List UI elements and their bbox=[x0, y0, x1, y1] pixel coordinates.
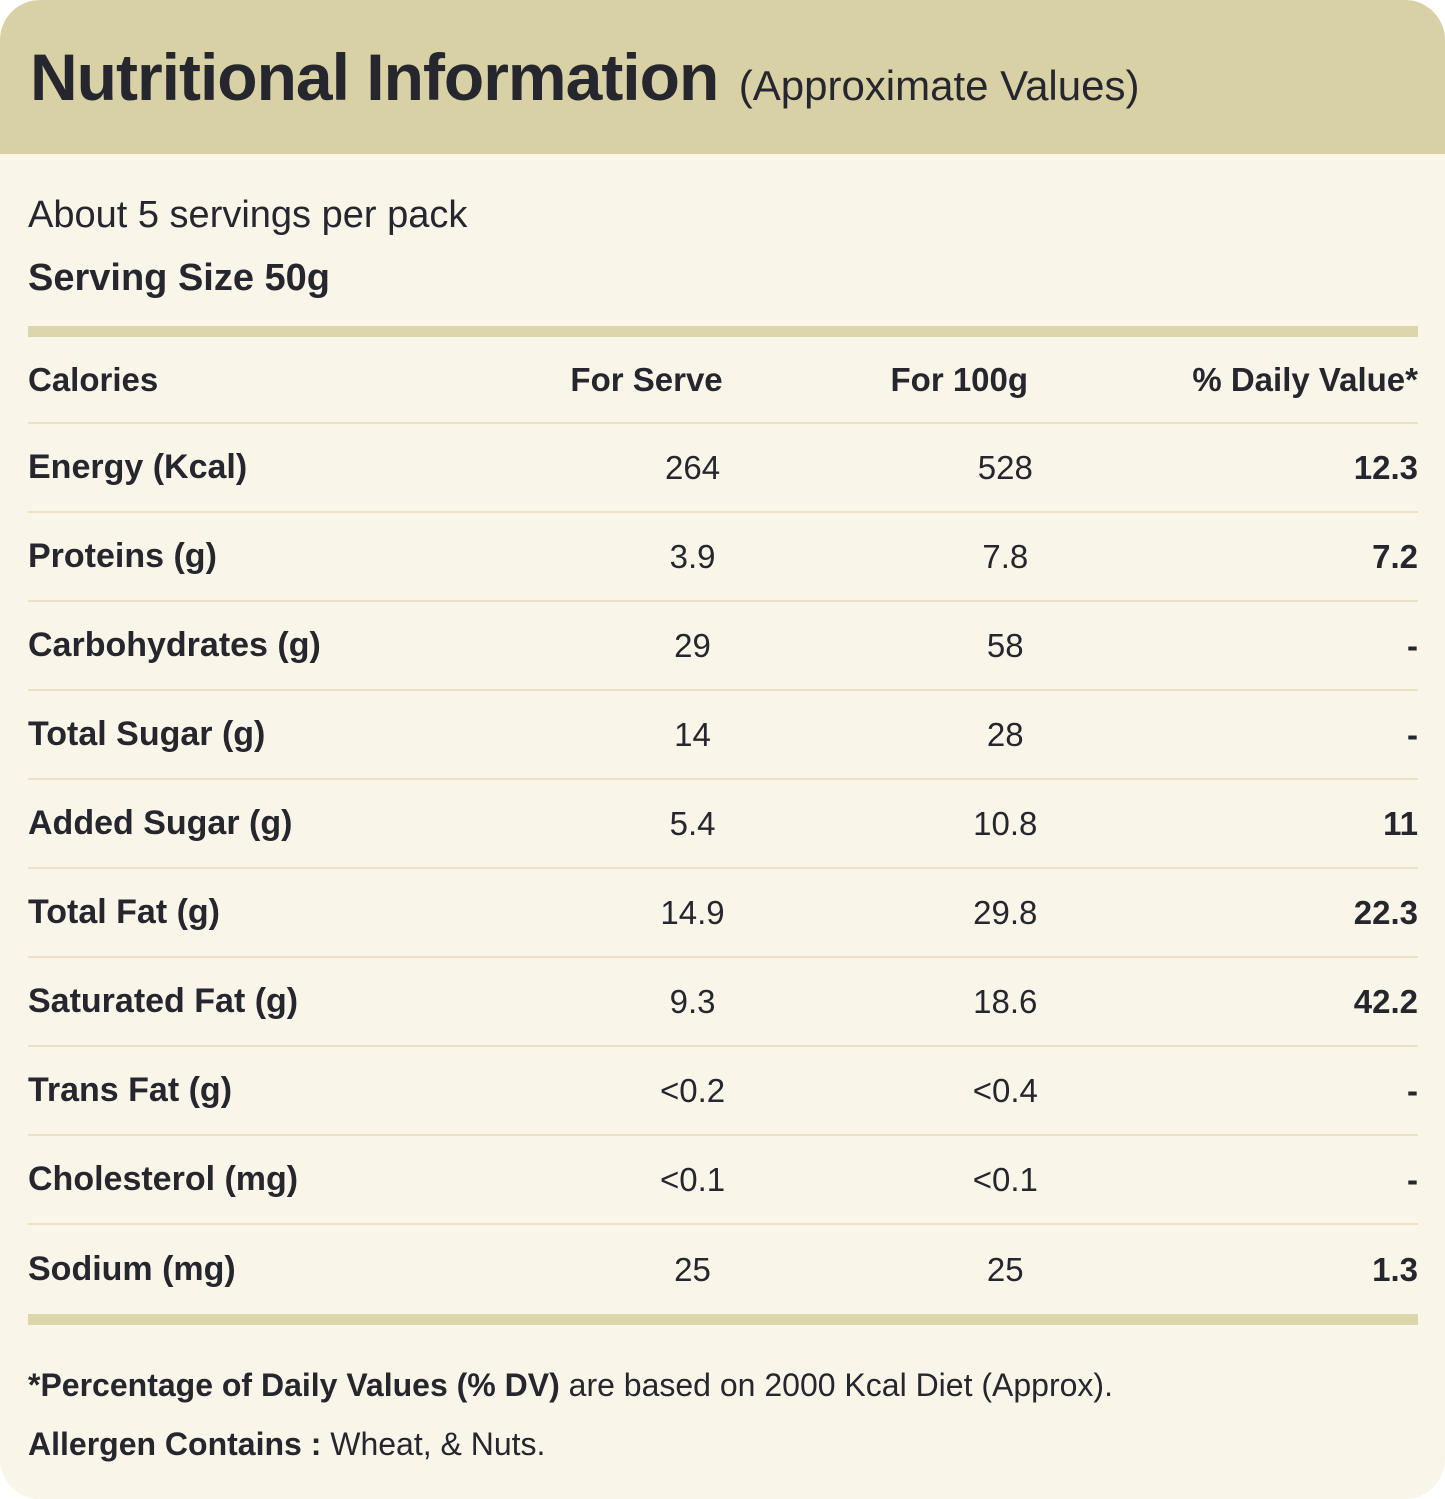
row-value-serve: 25 bbox=[674, 1250, 711, 1288]
row-value-100g: <0.1 bbox=[972, 1160, 1038, 1198]
row-value-dv: 11 bbox=[1383, 804, 1418, 842]
row-label: Added Sugar (g) bbox=[28, 804, 293, 842]
table-row-total-sugar: Total Sugar (g) 14 28 - bbox=[28, 691, 1418, 780]
column-header-for-serve: For Serve bbox=[570, 360, 723, 398]
row-value-dv: - bbox=[1406, 626, 1418, 664]
servings-per-pack: About 5 servings per pack bbox=[28, 194, 468, 236]
row-value-serve: 14 bbox=[674, 715, 711, 753]
row-value-100g: <0.4 bbox=[972, 1071, 1038, 1109]
header-title-wrap: Nutritional Information (Approximate Val… bbox=[30, 39, 1139, 115]
row-value-serve: <0.2 bbox=[659, 1071, 726, 1109]
row-value-100g: 528 bbox=[977, 448, 1033, 486]
row-value-dv: - bbox=[1406, 1160, 1418, 1198]
allergen-note-rest: Wheat, & Nuts. bbox=[321, 1426, 546, 1462]
row-label: Cholesterol (mg) bbox=[28, 1160, 299, 1198]
row-value-serve: 14.9 bbox=[660, 893, 725, 931]
table-row-sodium: Sodium (mg) 25 25 1.3 bbox=[28, 1225, 1418, 1314]
table-row-energy: Energy (Kcal) 264 528 12.3 bbox=[28, 424, 1418, 513]
column-header-for-100g: For 100g bbox=[890, 360, 1029, 398]
nutrition-table: Calories For Serve For 100g % Daily Valu… bbox=[28, 337, 1418, 1314]
row-value-dv: 12.3 bbox=[1353, 448, 1418, 486]
allergen-note: Allergen Contains : Wheat, & Nuts. bbox=[28, 1426, 1417, 1463]
row-value-dv: 1.3 bbox=[1372, 1250, 1418, 1288]
page-subtitle: (Approximate Values) bbox=[738, 62, 1140, 109]
serving-size: Serving Size 50g bbox=[28, 257, 331, 299]
row-value-dv: 22.3 bbox=[1353, 893, 1418, 931]
row-value-serve: 264 bbox=[665, 448, 721, 486]
row-value-100g: 58 bbox=[986, 626, 1024, 664]
header-band: Nutritional Information (Approximate Val… bbox=[0, 0, 1445, 154]
row-label: Total Fat (g) bbox=[28, 893, 220, 931]
row-value-serve: <0.1 bbox=[659, 1160, 726, 1198]
row-value-dv: 7.2 bbox=[1372, 537, 1418, 575]
row-label: Total Sugar (g) bbox=[28, 715, 266, 753]
table-row-trans-fat: Trans Fat (g) <0.2 <0.4 - bbox=[28, 1047, 1418, 1136]
row-label: Proteins (g) bbox=[28, 537, 217, 575]
row-label: Energy (Kcal) bbox=[28, 448, 248, 486]
row-value-serve: 9.3 bbox=[669, 982, 716, 1020]
table-row-proteins: Proteins (g) 3.9 7.8 7.2 bbox=[28, 513, 1418, 602]
row-value-serve: 3.9 bbox=[669, 537, 716, 575]
row-value-100g: 10.8 bbox=[973, 804, 1038, 842]
table-row-total-fat: Total Fat (g) 14.9 29.8 22.3 bbox=[28, 869, 1418, 958]
row-label: Carbohydrates (g) bbox=[28, 626, 321, 664]
table-row-cholesterol: Cholesterol (mg) <0.1 <0.1 - bbox=[28, 1136, 1418, 1225]
table-header-row: Calories For Serve For 100g % Daily Valu… bbox=[28, 337, 1418, 424]
column-header-calories: Calories bbox=[28, 360, 159, 398]
table-row-carbohydrates: Carbohydrates (g) 29 58 - bbox=[28, 602, 1418, 691]
row-value-dv: - bbox=[1406, 715, 1418, 753]
row-value-100g: 7.8 bbox=[982, 537, 1029, 575]
row-value-100g: 29.8 bbox=[973, 893, 1038, 931]
divider-thick-top bbox=[28, 326, 1418, 337]
daily-value-footnote-rest: are based on 2000 Kcal Diet (Approx). bbox=[559, 1367, 1113, 1403]
row-label: Saturated Fat (g) bbox=[28, 982, 299, 1020]
table-row-saturated-fat: Saturated Fat (g) 9.3 18.6 42.2 bbox=[28, 958, 1418, 1047]
daily-value-footnote: *Percentage of Daily Values (% DV) are b… bbox=[28, 1367, 1417, 1404]
row-label: Sodium (mg) bbox=[28, 1250, 236, 1288]
row-value-100g: 25 bbox=[986, 1250, 1024, 1288]
row-value-dv: 42.2 bbox=[1353, 982, 1418, 1020]
allergen-note-bold: Allergen Contains : bbox=[28, 1426, 322, 1462]
serving-info: About 5 servings per pack Serving Size 5… bbox=[0, 154, 1445, 326]
row-value-100g: 28 bbox=[986, 715, 1024, 753]
row-value-serve: 29 bbox=[674, 626, 711, 664]
row-value-100g: 18.6 bbox=[973, 982, 1038, 1020]
row-value-serve: 5.4 bbox=[669, 804, 716, 842]
page-title: Nutritional Information bbox=[30, 40, 719, 114]
column-header-daily-value: % Daily Value* bbox=[1192, 360, 1418, 398]
footnotes: *Percentage of Daily Values (% DV) are b… bbox=[0, 1325, 1445, 1463]
daily-value-footnote-bold: *Percentage of Daily Values (% DV) bbox=[28, 1367, 560, 1403]
table-row-added-sugar: Added Sugar (g) 5.4 10.8 11 bbox=[28, 780, 1418, 869]
row-label: Trans Fat (g) bbox=[28, 1071, 233, 1109]
divider-thick-bottom bbox=[28, 1314, 1418, 1325]
row-value-dv: - bbox=[1406, 1071, 1418, 1109]
